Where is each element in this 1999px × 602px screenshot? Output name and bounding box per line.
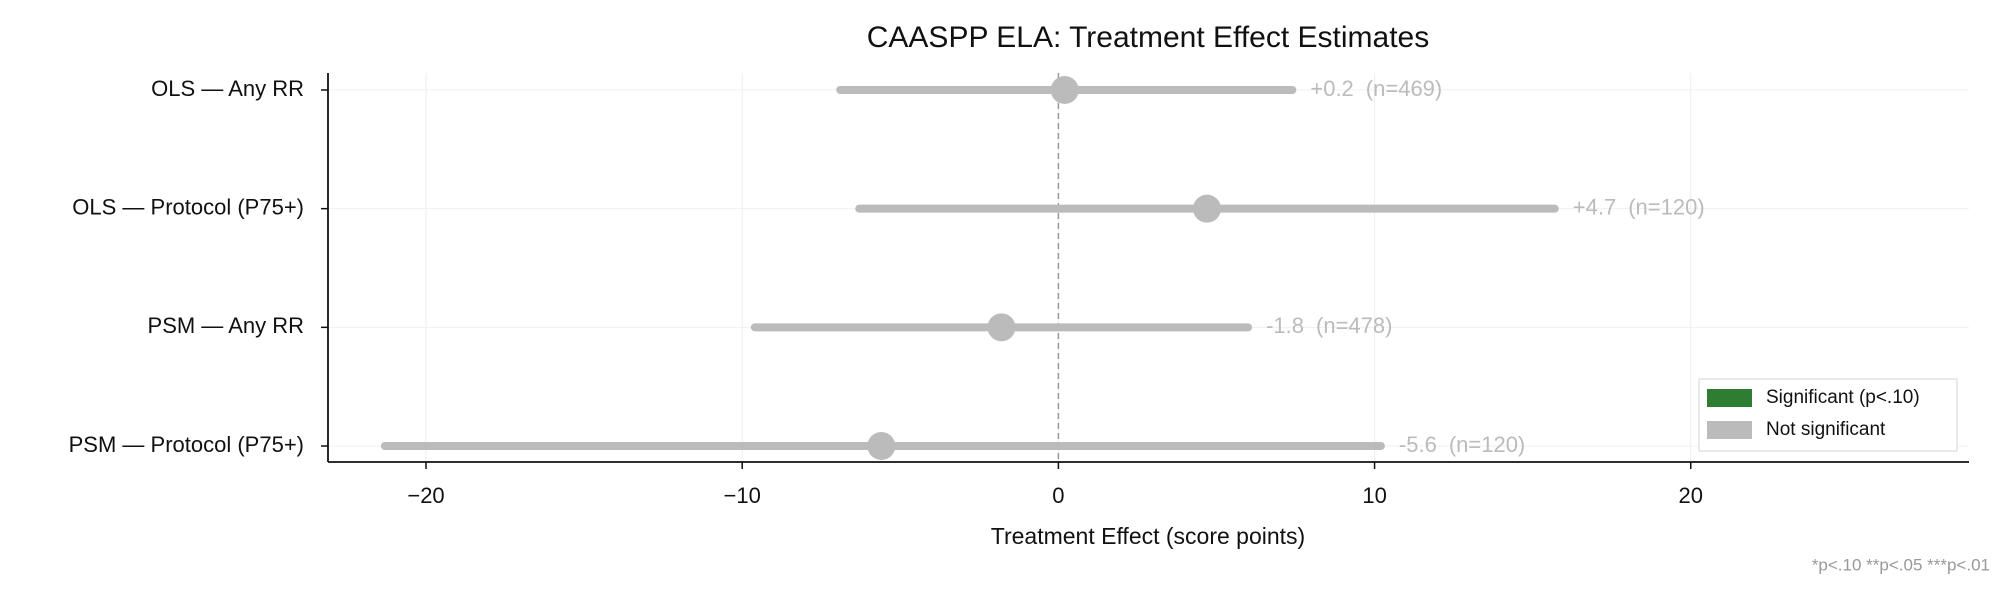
- footnote: *p<.10 **p<.05 ***p<.01: [1812, 555, 1990, 574]
- value-label: +0.2: [1310, 76, 1353, 101]
- legend-label: Significant (p<.10): [1766, 387, 1920, 408]
- value-label: -1.8: [1266, 313, 1304, 338]
- n-label: (n=478): [1316, 313, 1392, 338]
- n-label: (n=120): [1449, 432, 1525, 457]
- value-label: +4.7: [1573, 194, 1616, 219]
- n-label: (n=469): [1366, 76, 1442, 101]
- legend-swatch: [1707, 389, 1752, 407]
- y-tick-label: OLS — Protocol (P75+): [72, 194, 304, 219]
- point-estimate: [987, 313, 1016, 342]
- point-estimate: [867, 432, 896, 460]
- n-label: (n=120): [1628, 194, 1704, 219]
- x-tick-label: 20: [1679, 483, 1703, 508]
- point-estimate: [1192, 194, 1221, 223]
- legend-label: Not significant: [1766, 419, 1886, 440]
- y-tick-label: OLS — Any RR: [151, 76, 304, 101]
- value-label: -5.6: [1399, 432, 1437, 457]
- y-tick-label: PSM — Protocol (P75+): [69, 432, 304, 457]
- legend-swatch: [1707, 421, 1752, 439]
- point-estimate: [1050, 76, 1079, 104]
- x-tick-label: −20: [407, 483, 444, 508]
- y-tick-label: PSM — Any RR: [148, 313, 304, 338]
- chart-title: CAASPP ELA: Treatment Effect Estimates: [867, 21, 1429, 54]
- x-tick-label: 10: [1362, 483, 1386, 508]
- x-tick-label: −10: [724, 483, 761, 508]
- x-axis-label: Treatment Effect (score points): [991, 523, 1305, 549]
- x-tick-label: 0: [1052, 483, 1064, 508]
